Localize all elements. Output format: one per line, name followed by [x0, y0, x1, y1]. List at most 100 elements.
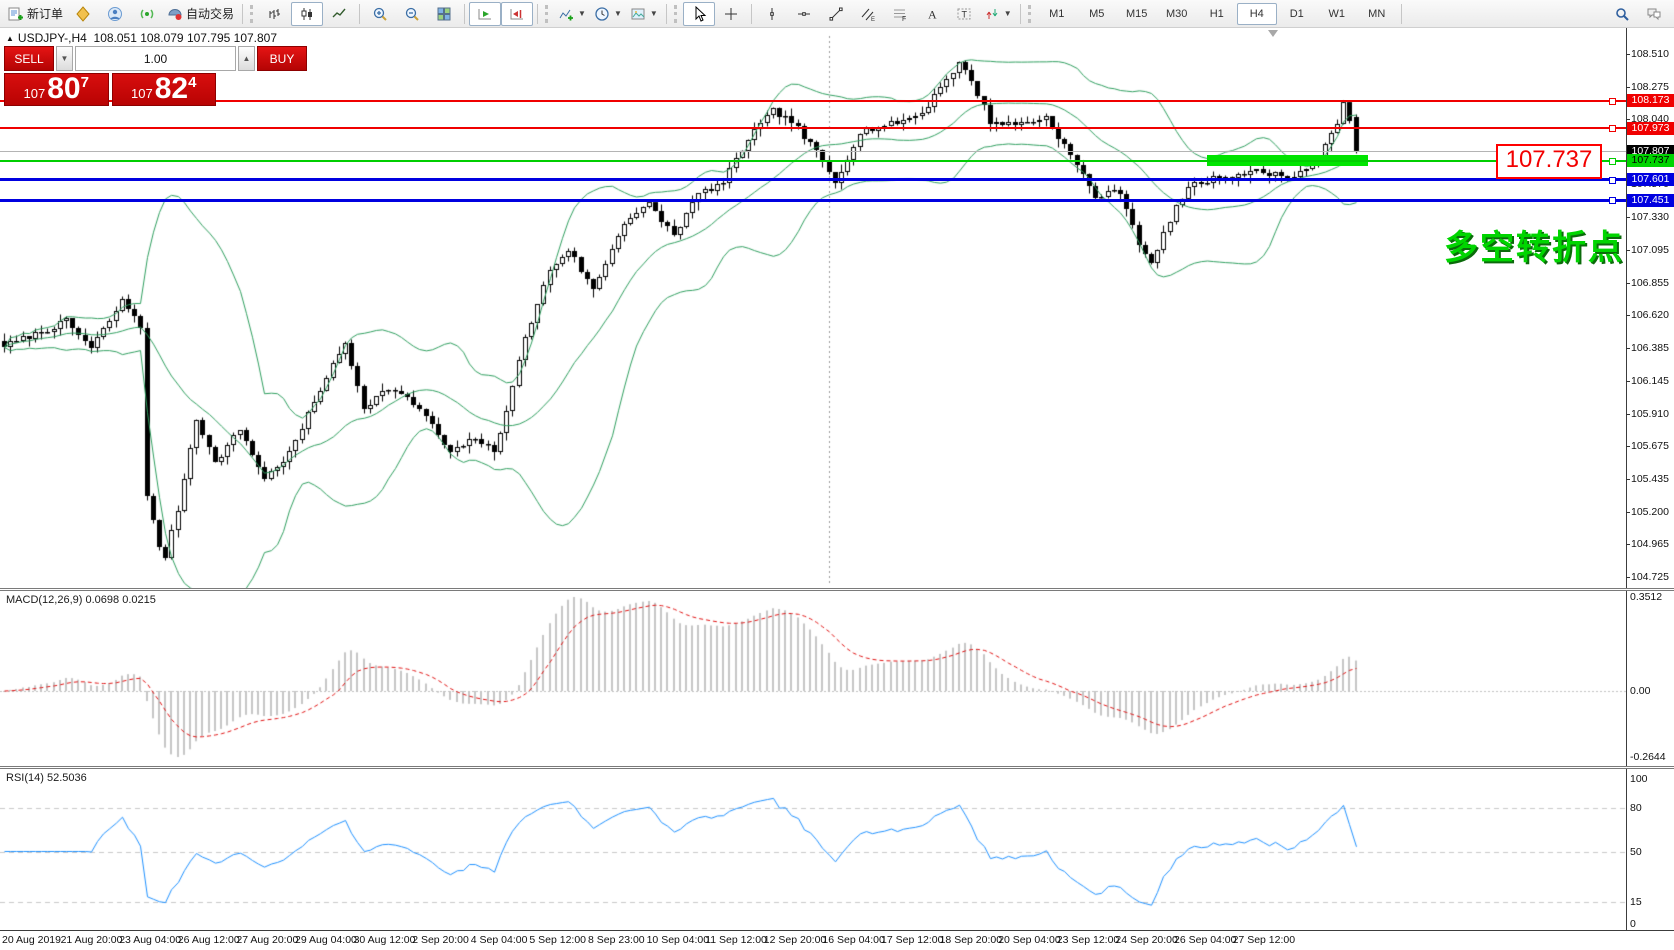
periods-button[interactable]: ▼	[590, 2, 626, 26]
timeframe-button-m30[interactable]: M30	[1166, 7, 1188, 20]
price-badge-107.451: 107.451	[1627, 193, 1674, 207]
price-badge-107.737: 107.737	[1627, 154, 1674, 168]
search-icon	[1614, 6, 1630, 22]
timeframe-button-m5[interactable]: M5	[1089, 7, 1105, 20]
horizontal-line-object-107.451[interactable]	[0, 198, 1626, 202]
new-order-button[interactable]: 新订单	[4, 2, 67, 26]
volume-increase-button[interactable]: ▲	[238, 46, 255, 71]
price-axis-tick-label: 106.855	[1631, 276, 1669, 289]
timeframe-button-mn[interactable]: MN	[1368, 7, 1386, 20]
signals-button[interactable]	[131, 2, 163, 26]
volume-input[interactable]	[75, 46, 236, 71]
timeframe-button-m1[interactable]: M1	[1049, 7, 1065, 20]
profile-button[interactable]	[99, 2, 131, 26]
buy-button[interactable]: BUY	[257, 46, 307, 71]
sell-button[interactable]: SELL	[4, 46, 54, 71]
horizontal-line-button[interactable]	[788, 2, 820, 26]
text-button[interactable]: A	[916, 2, 948, 26]
time-axis-label: 20 Aug 2019	[2, 934, 61, 946]
rsi-axis-label: 50	[1630, 845, 1642, 858]
chevron-down-icon: ▼	[578, 9, 586, 18]
text-label-button[interactable]: T	[948, 2, 980, 26]
time-axis-label: 26 Aug 12:00	[177, 934, 240, 946]
rsi-axis-label: 80	[1630, 802, 1642, 814]
arrows-button[interactable]: ▼	[980, 2, 1016, 26]
horizontal-line-object-107.601[interactable]	[0, 178, 1626, 182]
price-axis-tick-label: 107.095	[1631, 243, 1669, 256]
time-axis-label: 4 Sep 04:00	[470, 934, 528, 946]
price-axis-tick-label: 106.385	[1631, 341, 1669, 354]
vertical-line-button[interactable]	[756, 2, 788, 26]
horizontal-line-object-107.973[interactable]	[0, 127, 1626, 130]
candlestick-chart-icon	[299, 6, 315, 22]
chart-title: ▲ USDJPY-,H4 108.051 108.079 107.795 107.…	[6, 31, 277, 45]
turning-point-annotation[interactable]: 多空转折点	[1444, 229, 1624, 267]
price-badge-107.973: 107.973	[1627, 121, 1674, 135]
tile-windows-button[interactable]	[428, 2, 460, 26]
new-order-label: 新订单	[27, 7, 64, 21]
one-click-trading-panel: SELL ▼ ▲ BUY 107 80 7 107 82 4	[4, 46, 307, 106]
timeframe-button-m15[interactable]: M15	[1126, 7, 1148, 20]
scroll-to-end-marker[interactable]	[1268, 30, 1278, 37]
autotrading-button[interactable]: 自动交易	[163, 2, 238, 26]
toolbar-separator	[1019, 3, 1021, 24]
text-icon: A	[924, 6, 940, 22]
toolbar-separator	[665, 3, 667, 24]
fibonacci-button[interactable]: F	[884, 2, 916, 26]
buy-price-point: 4	[188, 74, 197, 91]
chat-button[interactable]	[1638, 2, 1670, 26]
rsi-value: 52.5036	[46, 772, 87, 784]
ohlc-values: 108.051 108.079 107.795 107.807	[93, 31, 278, 45]
equidistant-channel-button[interactable]: E	[852, 2, 884, 26]
candlestick-chart-button[interactable]	[291, 1, 324, 26]
bar-chart-button[interactable]	[259, 2, 291, 26]
templates-button[interactable]: ▼	[626, 2, 662, 26]
timeframe-button-h4[interactable]: H4	[1236, 2, 1277, 25]
volume-decrease-button[interactable]: ▼	[56, 46, 73, 71]
price-axis-tick-label: 108.510	[1631, 48, 1669, 60]
price-axis-tick-mark	[1626, 479, 1630, 481]
sell-price-point: 7	[80, 74, 89, 91]
time-axis-label: 27 Sep 12:00	[1232, 934, 1296, 946]
price-axis-tick-mark	[1626, 54, 1630, 55]
horizontal-line-object-108.173[interactable]	[0, 99, 1626, 102]
autotrading-label: 自动交易	[186, 7, 235, 21]
cursor-button[interactable]	[682, 1, 715, 26]
pane-splitter-rsi[interactable]	[0, 766, 1674, 769]
zoom-in-button[interactable]	[364, 2, 396, 26]
symbol-expand-icon[interactable]: ▲	[6, 34, 14, 43]
price-callout-label[interactable]: 107.737	[1496, 144, 1602, 179]
price-axis-tick-mark	[1626, 315, 1630, 317]
price-chart-canvas[interactable]	[0, 28, 1626, 590]
rsi-indicator-canvas[interactable]	[0, 770, 1626, 930]
time-axis-label: 21 Aug 20:00	[60, 934, 123, 946]
crosshair-button[interactable]	[715, 2, 747, 26]
price-axis-tick-label: 104.725	[1631, 571, 1669, 584]
indicators-button[interactable]: ▼	[554, 2, 590, 26]
sell-price-box[interactable]: 107 80 7	[4, 73, 109, 106]
profile-icon	[107, 6, 123, 22]
metaeditor-button[interactable]	[67, 2, 99, 26]
toolbar-separator	[537, 3, 539, 24]
text-label-icon: T	[956, 6, 972, 22]
chart-shift-button[interactable]	[501, 1, 534, 26]
zoom-out-button[interactable]	[396, 2, 428, 26]
toolbar-grip	[673, 4, 680, 23]
timeframe-button-d1[interactable]: D1	[1289, 7, 1304, 20]
auto-scroll-button[interactable]	[469, 1, 502, 26]
line-chart-button[interactable]	[323, 2, 355, 26]
buy-price-box[interactable]: 107 82 4	[111, 73, 216, 106]
toolbar-separator	[464, 3, 466, 24]
search-button[interactable]	[1606, 2, 1638, 26]
time-axis-label: 10 Sep 04:00	[646, 934, 710, 946]
timeframe-button-w1[interactable]: W1	[1328, 7, 1345, 20]
pane-splitter-macd[interactable]	[0, 588, 1674, 591]
macd-indicator-canvas[interactable]	[0, 592, 1626, 766]
price-axis-tick-mark	[1626, 282, 1630, 284]
auto-scroll-icon	[477, 6, 493, 22]
trendline-button[interactable]	[820, 2, 852, 26]
horizontal-line-object-107.737[interactable]	[0, 159, 1626, 162]
timeframe-button-h1[interactable]: H1	[1209, 7, 1224, 20]
price-axis-tick-mark	[1626, 544, 1630, 546]
